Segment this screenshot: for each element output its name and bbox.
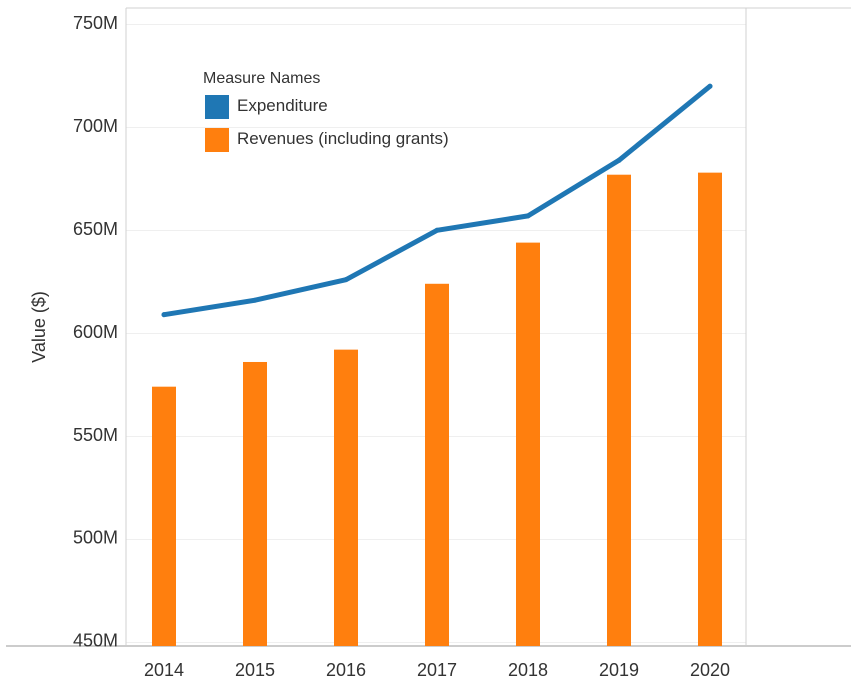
- y-tick-label: 450M: [73, 631, 118, 651]
- bar-revenues-2020: [698, 172, 722, 647]
- point-expenditure-2019: [616, 157, 622, 163]
- legend-title: Measure Names: [203, 70, 320, 87]
- bar-revenues-2016: [334, 349, 358, 646]
- legend-label-expenditure: Expenditure: [237, 96, 328, 115]
- y-tick-label: 750M: [73, 13, 118, 33]
- bar-revenues-2019: [607, 174, 631, 646]
- legend-swatch-revenues: [205, 128, 229, 152]
- point-expenditure-2020: [707, 83, 713, 89]
- y-axis-ticks: 450M 500M 550M 600M 650M 700M 750M: [73, 13, 118, 650]
- point-expenditure-2015: [252, 297, 258, 303]
- x-axis-ticks: 2014 2015 2016 2017 2018 2019 2020: [144, 660, 730, 680]
- y-tick-label: 650M: [73, 219, 118, 239]
- point-expenditure-2016: [343, 277, 349, 283]
- x-tick-label: 2015: [235, 660, 275, 680]
- point-expenditure-2017: [434, 227, 440, 233]
- bar-revenues-2018: [516, 242, 540, 646]
- point-expenditure-2018: [525, 213, 531, 219]
- x-tick-label: 2016: [326, 660, 366, 680]
- bar-revenues-2017: [425, 283, 449, 646]
- expenditure-line-group: [161, 83, 713, 318]
- y-tick-label: 600M: [73, 322, 118, 342]
- bar-revenues-2015: [243, 361, 267, 646]
- bar-revenues-2014: [152, 386, 176, 646]
- legend: Measure Names Expenditure Revenues (incl…: [203, 70, 449, 152]
- y-tick-label: 500M: [73, 528, 118, 548]
- y-tick-label: 550M: [73, 425, 118, 445]
- y-axis-title: Value ($): [29, 291, 49, 363]
- x-tick-label: 2020: [690, 660, 730, 680]
- x-tick-label: 2019: [599, 660, 639, 680]
- legend-swatch-expenditure: [205, 95, 229, 119]
- point-expenditure-2014: [161, 312, 167, 318]
- revenue-bars: [152, 172, 722, 647]
- x-tick-label: 2014: [144, 660, 184, 680]
- x-tick-label: 2017: [417, 660, 457, 680]
- legend-label-revenues: Revenues (including grants): [237, 129, 449, 148]
- y-tick-label: 700M: [73, 116, 118, 136]
- x-tick-label: 2018: [508, 660, 548, 680]
